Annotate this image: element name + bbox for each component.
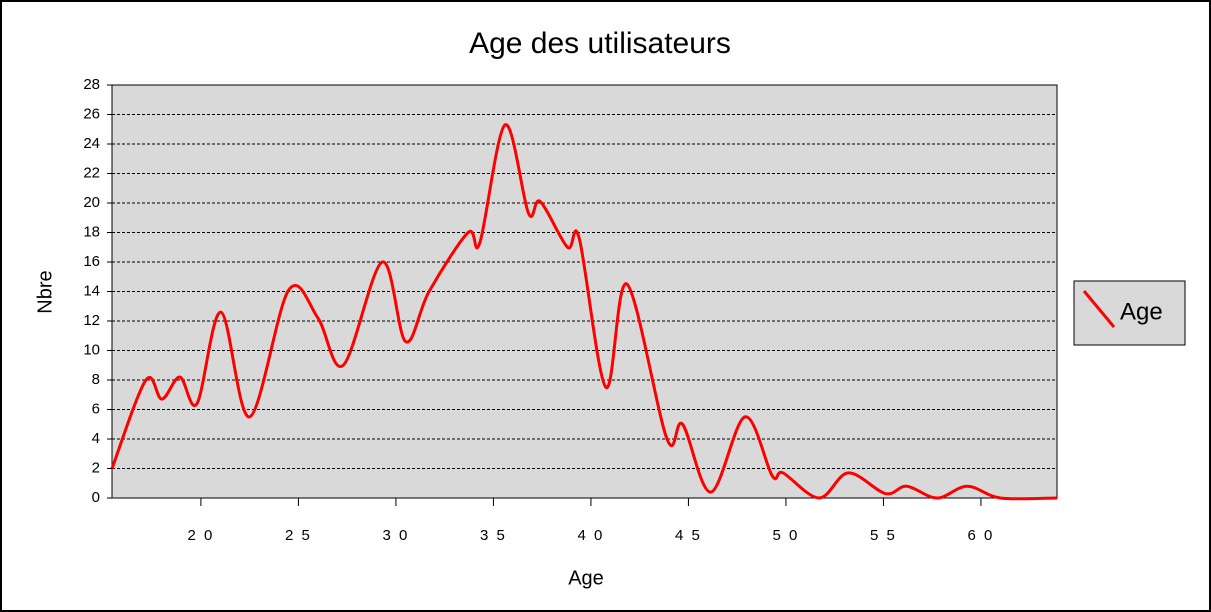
y-tick-label: 10 bbox=[83, 341, 100, 358]
y-tick-label: 2 bbox=[92, 459, 100, 476]
y-tick-label: 26 bbox=[83, 105, 100, 122]
y-axis-label: Nbre bbox=[34, 270, 56, 313]
y-tick-label: 20 bbox=[83, 194, 100, 211]
y-tick-label: 12 bbox=[83, 312, 100, 329]
y-tick-label: 4 bbox=[92, 430, 100, 447]
y-tick-label: 24 bbox=[83, 135, 100, 152]
y-tick-label: 8 bbox=[92, 371, 100, 388]
x-tick-label: 3 5 bbox=[480, 527, 507, 544]
legend-label: Age bbox=[1120, 298, 1163, 325]
x-axis-label: Age bbox=[568, 567, 604, 589]
y-tick-label: 22 bbox=[83, 164, 100, 181]
chart-title: Age des utilisateurs bbox=[469, 27, 731, 60]
x-tick-label: 3 0 bbox=[382, 527, 409, 544]
y-tick-label: 18 bbox=[83, 223, 100, 240]
line-series bbox=[110, 123, 1058, 501]
x-tick-label: 2 5 bbox=[285, 527, 312, 544]
x-tick-label: 2 0 bbox=[187, 527, 214, 544]
x-tick-label: 5 0 bbox=[773, 527, 800, 544]
x-tick-label: 5 5 bbox=[870, 527, 897, 544]
y-tick-label: 6 bbox=[92, 400, 100, 417]
y-tick-label: 14 bbox=[83, 282, 100, 299]
x-tick-label: 6 0 bbox=[968, 527, 995, 544]
x-tick-label: 4 0 bbox=[578, 527, 605, 544]
y-tick-label: 28 bbox=[83, 76, 100, 93]
y-tick-label: 0 bbox=[92, 489, 100, 506]
legend-swatch bbox=[1082, 290, 1116, 328]
legend-box bbox=[1073, 280, 1186, 346]
x-tick-label: 4 5 bbox=[675, 527, 702, 544]
y-tick-label: 16 bbox=[83, 253, 100, 270]
